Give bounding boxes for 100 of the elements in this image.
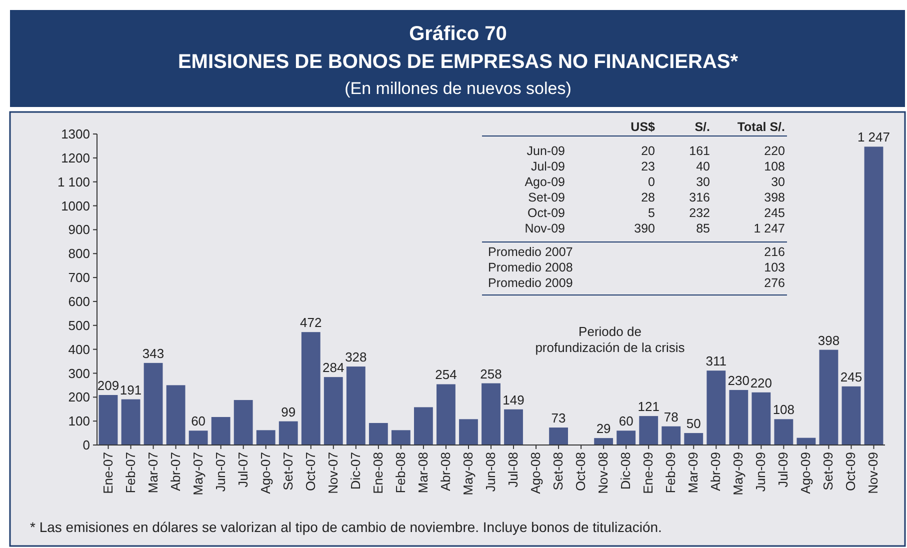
x-tick-label: Mar-08 — [415, 452, 430, 494]
data-label: 73 — [551, 410, 566, 426]
annotation: 232 — [689, 206, 710, 220]
x-tick-label: Ago-08 — [528, 452, 544, 494]
bar — [234, 400, 253, 445]
x-tick-label: Ene-09 — [640, 452, 656, 494]
x-tick-label: May-07 — [190, 452, 206, 496]
chart-title: EMISIONES DE BONOS DE EMPRESAS NO FINANCIERAS* — [178, 51, 738, 73]
annotation: 161 — [689, 144, 710, 158]
data-label: 245 — [840, 369, 862, 384]
x-tick-label: Jul-07 — [235, 452, 250, 488]
annotation: Oct-09 — [527, 206, 566, 220]
bar — [482, 383, 500, 445]
x-tick-label: Nov-07 — [325, 452, 340, 494]
annotation: Ago-09 — [524, 175, 566, 189]
x-tick-label: Ago-07 — [258, 452, 273, 494]
x-tick-label: Jun-09 — [753, 452, 768, 492]
bar — [752, 392, 771, 445]
data-label: 230 — [728, 372, 750, 388]
bar — [819, 350, 838, 445]
y-tick-label: 700 — [68, 270, 90, 286]
annotation: 220 — [764, 144, 786, 158]
x-tick-label: Ene-08 — [370, 452, 386, 494]
annotation: 23 — [641, 160, 656, 174]
annotation: 28 — [641, 190, 656, 204]
annotation: Periodo de profundización de la crisis — [535, 324, 686, 355]
data-label: 343 — [142, 346, 164, 361]
annotation: 30 — [696, 175, 710, 189]
annotation: 5 — [648, 206, 656, 220]
data-label: 191 — [120, 382, 142, 398]
data-label: 60 — [618, 414, 634, 429]
x-tick-label: Feb-08 — [392, 452, 408, 494]
annotation: Promedio 2008 — [488, 260, 573, 274]
bar — [256, 430, 276, 445]
y-tick-label: 1000 — [61, 198, 90, 214]
chart-subtitle: (En millones de nuevos soles) — [344, 79, 572, 98]
bar — [324, 377, 343, 445]
x-tick-label: Jul-09 — [776, 452, 791, 488]
x-tick-label: May-09 — [730, 452, 746, 496]
bar — [504, 409, 523, 445]
x-tick-label: Ago-09 — [798, 452, 814, 494]
bar — [166, 385, 186, 445]
annotation: 316 — [689, 190, 710, 204]
x-tick-label: Dic-07 — [348, 452, 363, 490]
bar — [684, 433, 704, 445]
x-tick-label: Nov-09 — [866, 452, 881, 494]
bar — [98, 395, 118, 445]
data-label: 60 — [191, 414, 206, 429]
annotation: 20 — [641, 144, 656, 158]
annotation: 398 — [764, 190, 786, 204]
y-tick-label: 400 — [68, 342, 90, 357]
bar — [662, 426, 681, 445]
x-tick-label: Jun-07 — [212, 452, 228, 492]
y-tick-label: 600 — [68, 294, 90, 310]
y-tick-label: 800 — [68, 246, 90, 262]
y-tick-label: 300 — [68, 366, 90, 381]
data-label: 50 — [686, 416, 701, 432]
x-tick-label: Set-09 — [820, 452, 836, 490]
x-tick-label: Jul-08 — [506, 452, 521, 488]
text: US$ — [630, 120, 656, 134]
bar — [459, 419, 478, 445]
bar — [842, 386, 861, 445]
x-tick-label: May-08 — [460, 452, 476, 496]
annotation: Jul-09 — [530, 160, 566, 174]
x-tick-label: Abr-07 — [168, 452, 183, 492]
bar — [121, 399, 140, 445]
x-tick-label: Oct-09 — [843, 452, 858, 492]
text: Total S/. — [737, 120, 785, 134]
data-label: 121 — [638, 399, 660, 414]
x-tick-label: Oct-08 — [573, 452, 588, 492]
data-label: 29 — [596, 421, 611, 436]
x-tick-label: Oct-07 — [302, 452, 318, 492]
bar — [774, 419, 794, 445]
data-label: 220 — [750, 375, 772, 390]
bar — [436, 384, 456, 445]
x-tick-label: Set-07 — [280, 452, 296, 490]
y-tick-label: 1 100 — [57, 174, 90, 190]
annotation: Promedio 2007 — [488, 245, 573, 259]
x-tick-label: Jun-08 — [483, 452, 498, 492]
x-tick-label: Ene-07 — [100, 452, 116, 494]
data-label: 1 247 — [857, 130, 890, 145]
annotation: 216 — [764, 245, 786, 259]
data-label: 78 — [664, 409, 678, 424]
text: * Las emisiones en dólares se valorizan al tipo de cambio de noviembre. Incluye bonos de titulización. — [30, 519, 662, 535]
annotation: 276 — [764, 276, 786, 290]
x-tick-label: Feb-09 — [663, 452, 678, 494]
annotation: 0 — [648, 175, 656, 189]
annotation: 40 — [696, 160, 710, 174]
annotation: 245 — [764, 206, 786, 220]
data-label: 284 — [322, 360, 344, 376]
x-tick-label: Set-08 — [550, 452, 566, 490]
data-label: 328 — [345, 350, 367, 365]
annotation: 30 — [771, 175, 786, 189]
bar — [391, 430, 410, 445]
y-tick-label: 200 — [68, 390, 90, 405]
data-label: 149 — [502, 392, 524, 408]
bar — [549, 428, 568, 445]
bar — [278, 421, 298, 445]
x-tick-label: Feb-07 — [122, 452, 138, 494]
data-label: 209 — [97, 378, 120, 393]
